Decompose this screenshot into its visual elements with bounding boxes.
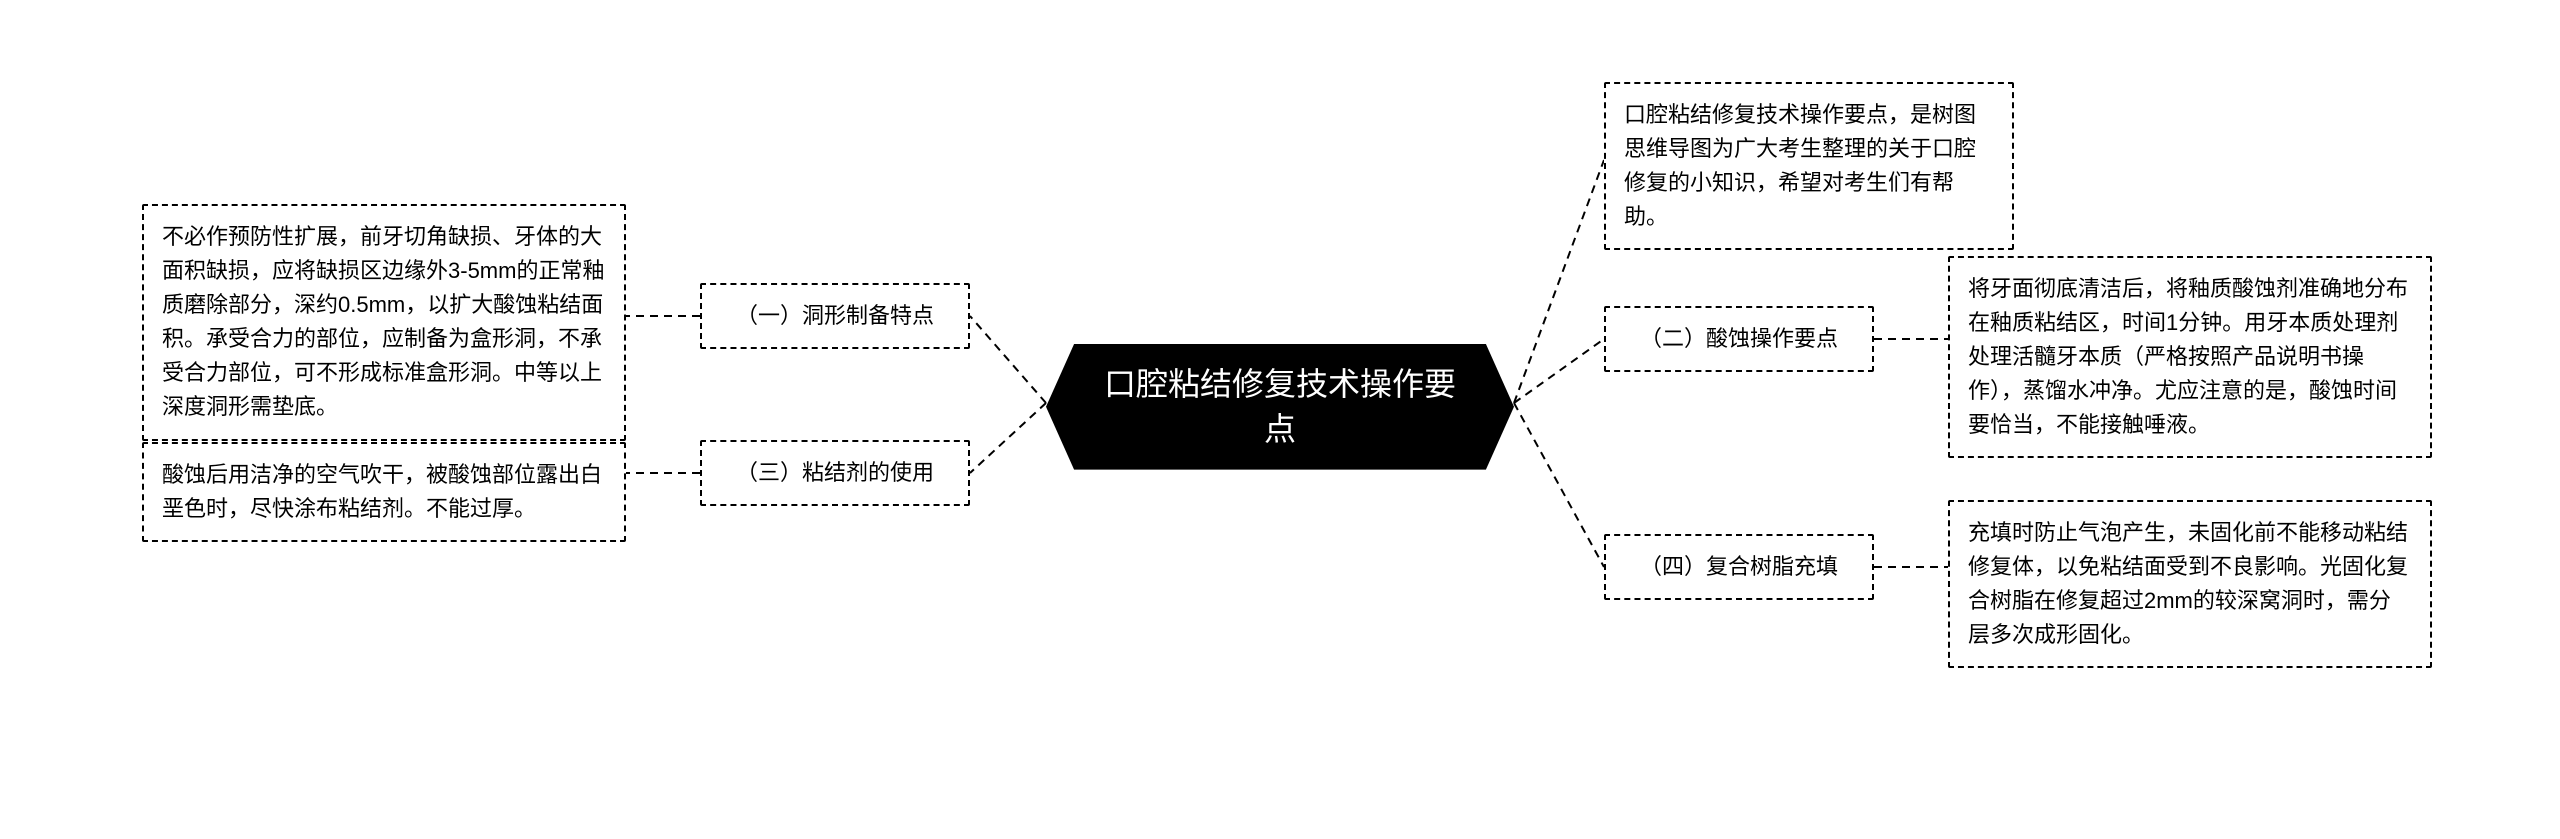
branch-leaf-R4: 充填时防止气泡产生，未固化前不能移动粘结修复体，以免粘结面受到不良影响。光固化复… xyxy=(1948,500,2432,668)
mindmap-canvas: 口腔粘结修复技术操作要点 （一）洞形制备特点 不必作预防性扩展，前牙切角缺损、牙… xyxy=(0,0,2560,839)
branch-mid-L1: （一）洞形制备特点 xyxy=(700,283,970,349)
branch-leaf-L1-text: 不必作预防性扩展，前牙切角缺损、牙体的大面积缺损，应将缺损区边缘外3-5mm的正… xyxy=(162,224,604,419)
branch-mid-L3: （三）粘结剂的使用 xyxy=(700,440,970,506)
branch-leaf-R2-text: 将牙面彻底清洁后，将釉质酸蚀剂准确地分布在釉质粘结区，时间1分钟。用牙本质处理剂… xyxy=(1968,276,2408,437)
branch-leaf-R2: 将牙面彻底清洁后，将釉质酸蚀剂准确地分布在釉质粘结区，时间1分钟。用牙本质处理剂… xyxy=(1948,256,2432,458)
branch-leaf-L3-text: 酸蚀后用洁净的空气吹干，被酸蚀部位露出白垩色时，尽快涂布粘结剂。不能过厚。 xyxy=(162,462,602,521)
branch-leaf-R4-text: 充填时防止气泡产生，未固化前不能移动粘结修复体，以免粘结面受到不良影响。光固化复… xyxy=(1968,520,2408,647)
center-node-text: 口腔粘结修复技术操作要点 xyxy=(1096,362,1464,452)
branch-mid-R4-text: （四）复合树脂充填 xyxy=(1640,550,1838,584)
branch-leaf-L1: 不必作预防性扩展，前牙切角缺损、牙体的大面积缺损，应将缺损区边缘外3-5mm的正… xyxy=(142,204,626,441)
center-node: 口腔粘结修复技术操作要点 xyxy=(1046,344,1514,470)
branch-mid-R4: （四）复合树脂充填 xyxy=(1604,534,1874,600)
branch-leaf-R0: 口腔粘结修复技术操作要点，是树图思维导图为广大考生整理的关于口腔修复的小知识，希… xyxy=(1604,82,2014,250)
branch-mid-R2-text: （二）酸蚀操作要点 xyxy=(1640,322,1838,356)
branch-mid-L1-text: （一）洞形制备特点 xyxy=(736,299,934,333)
branch-leaf-R0-text: 口腔粘结修复技术操作要点，是树图思维导图为广大考生整理的关于口腔修复的小知识，希… xyxy=(1624,102,1976,229)
branch-mid-R2: （二）酸蚀操作要点 xyxy=(1604,306,1874,372)
branch-mid-L3-text: （三）粘结剂的使用 xyxy=(736,456,934,490)
branch-leaf-L3: 酸蚀后用洁净的空气吹干，被酸蚀部位露出白垩色时，尽快涂布粘结剂。不能过厚。 xyxy=(142,442,626,542)
